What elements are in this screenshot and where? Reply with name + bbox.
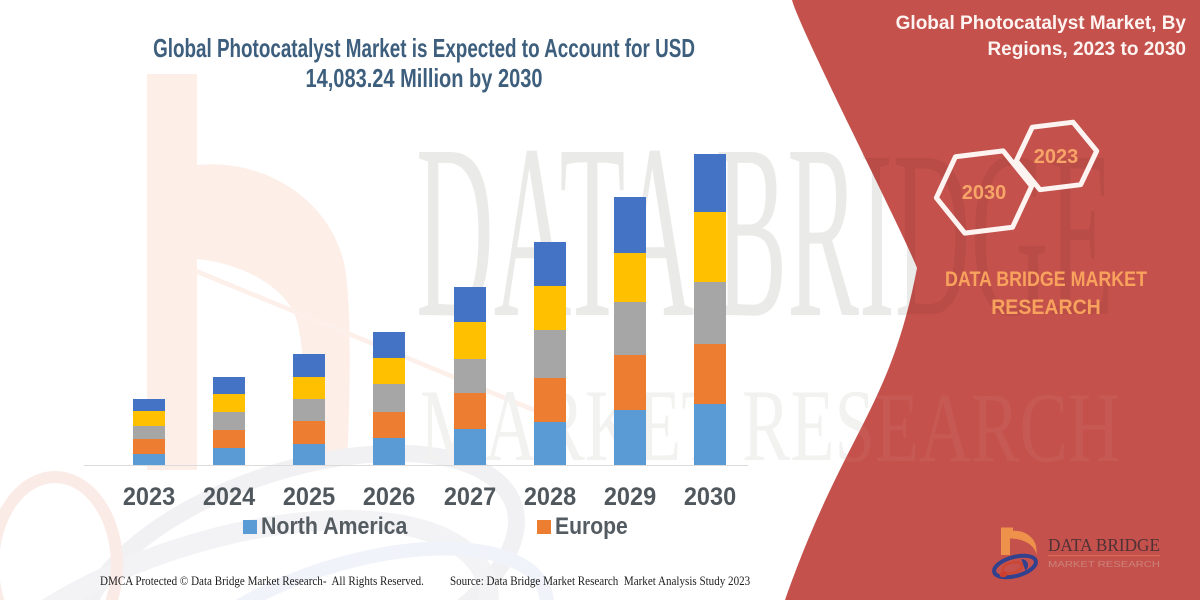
svg-text:2030: 2030: [962, 182, 1007, 204]
svg-text:DATA BRIDGE: DATA BRIDGE: [1048, 535, 1160, 555]
svg-text:MARKET RESEARCH: MARKET RESEARCH: [1048, 560, 1160, 569]
svg-text:MARKET RESEARCH: MARKET RESEARCH: [420, 372, 1120, 483]
svg-text:DATA BRIDGE: DATA BRIDGE: [414, 103, 1114, 366]
svg-text:2023: 2023: [1034, 146, 1079, 168]
